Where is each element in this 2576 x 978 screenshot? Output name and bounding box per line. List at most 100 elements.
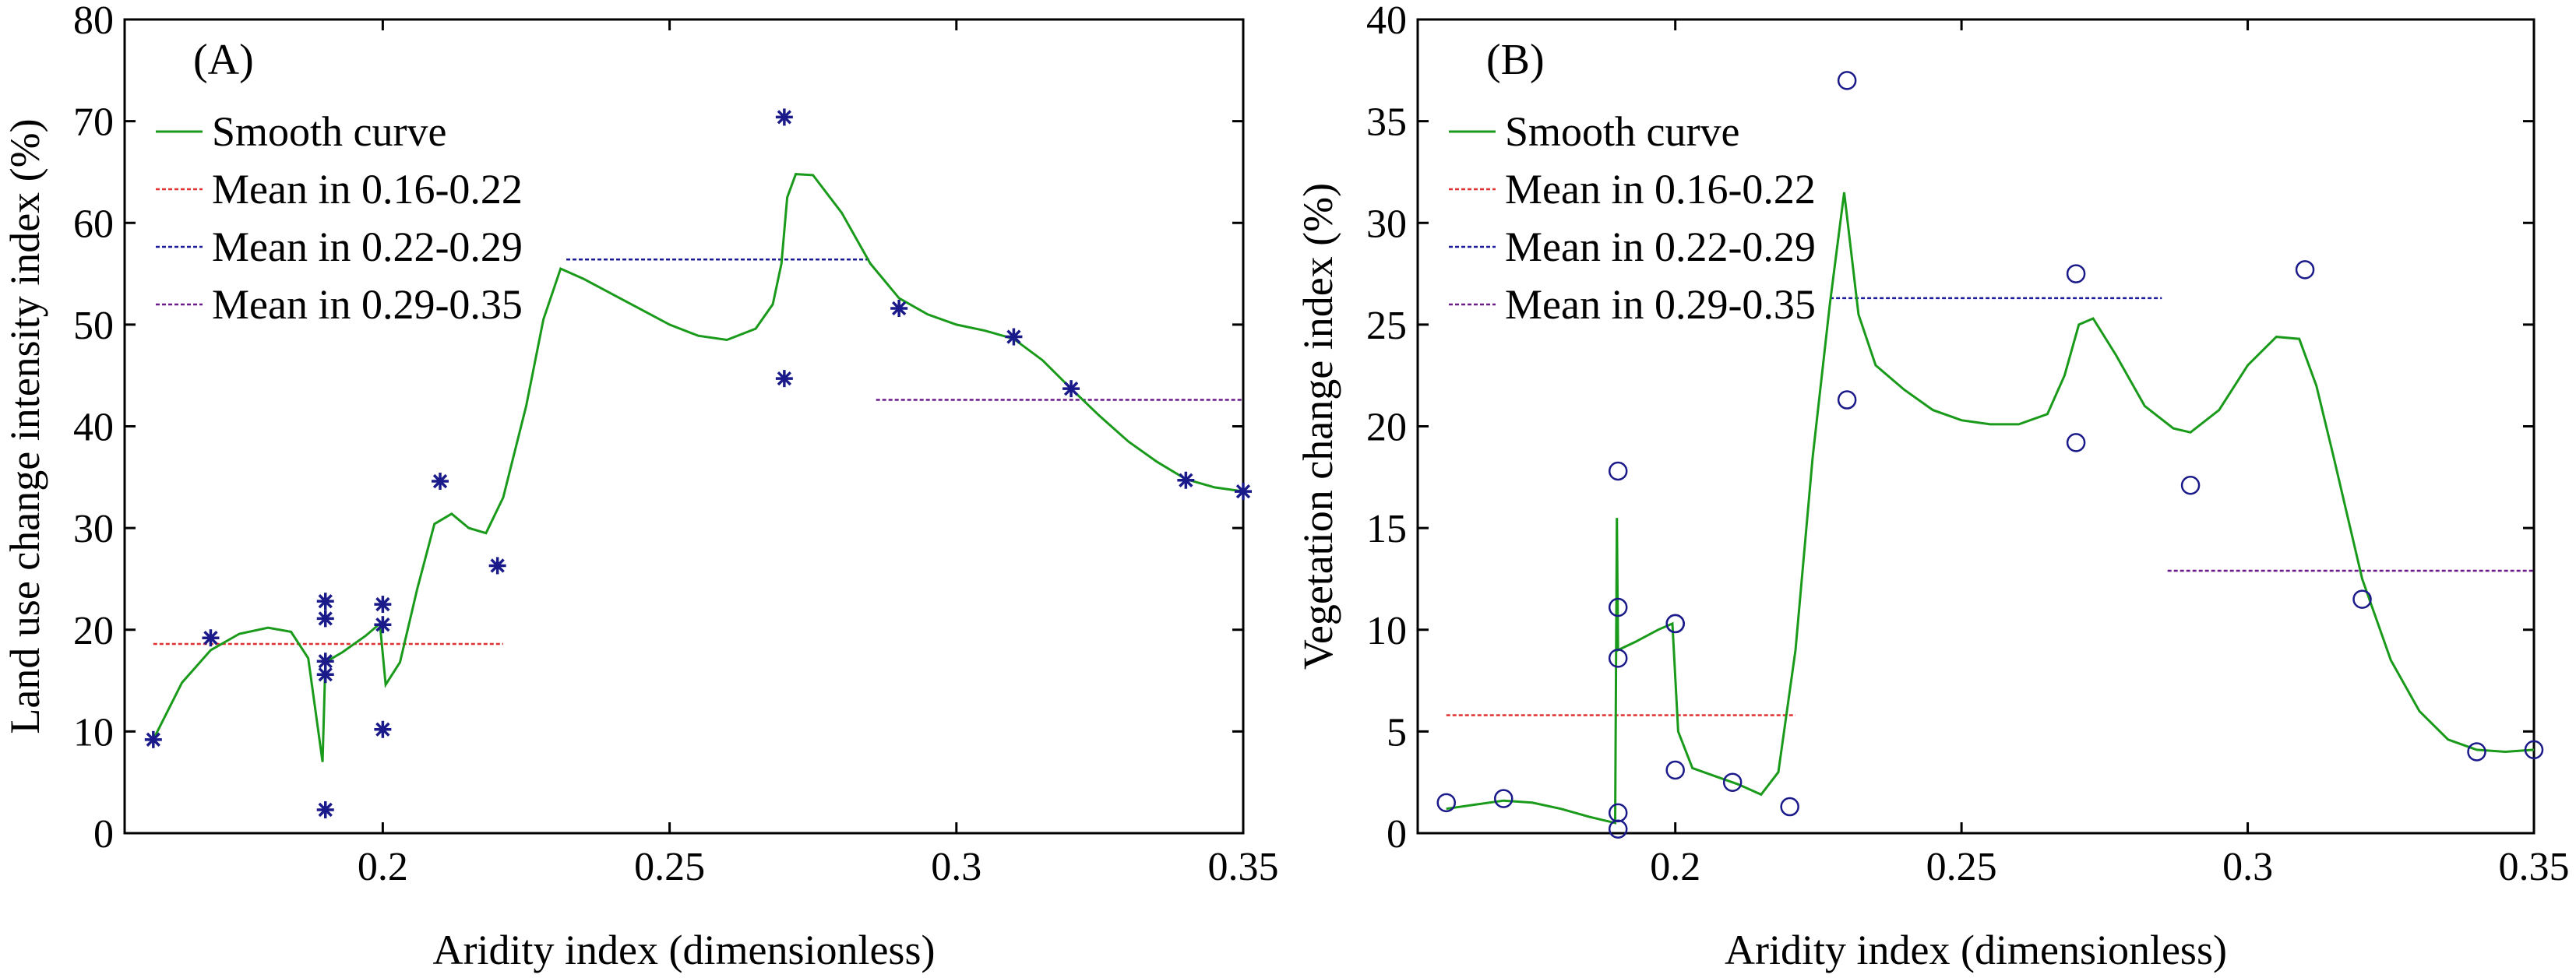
data-point-circle — [1493, 789, 1514, 808]
asterisk-stroke — [375, 617, 390, 632]
y-axis-title: Land use change intensity index (%) — [2, 118, 48, 734]
asterisk-stroke — [375, 722, 390, 737]
data-point-asterisk — [1235, 483, 1252, 501]
data-point-circle — [2524, 740, 2544, 760]
legend-entry: Mean in 0.16-0.22 — [1505, 166, 1816, 213]
panel-label: (B) — [1486, 36, 1545, 84]
y-axis-title: Vegetation change index (%) — [1295, 183, 1341, 670]
data-point-circle — [1780, 797, 1799, 817]
data-point-circle — [1837, 71, 1857, 90]
data-point-circle — [1665, 614, 1685, 634]
data-point-asterisk — [1062, 380, 1080, 398]
x-tick-label: 0.3 — [2222, 845, 2273, 889]
data-point-circle — [1665, 760, 1685, 780]
data-point-asterisk — [202, 629, 220, 647]
data-point-circle — [1608, 461, 1628, 481]
y-tick-label: 0 — [1387, 812, 1407, 857]
legend-entry: Smooth curve — [212, 108, 446, 155]
data-point-circle — [2295, 260, 2315, 280]
legend-entry: Mean in 0.22-0.29 — [1505, 223, 1816, 270]
data-point-asterisk — [374, 616, 392, 634]
data-point-circle — [2066, 264, 2086, 283]
y-tick-label: 50 — [73, 304, 114, 348]
data-point-asterisk — [890, 299, 908, 317]
x-tick-label: 0.35 — [2499, 845, 2570, 889]
data-point-circle — [1608, 819, 1628, 839]
y-tick-label: 60 — [73, 202, 114, 246]
asterisk-stroke — [1006, 329, 1021, 344]
data-point-asterisk — [316, 610, 334, 628]
x-tick-label: 0.3 — [931, 845, 981, 889]
y-tick-label: 40 — [73, 406, 114, 450]
legend-entry: Mean in 0.29-0.35 — [212, 281, 523, 328]
x-tick-label: 0.35 — [1208, 845, 1279, 889]
asterisk-stroke — [318, 611, 333, 626]
x-tick-label: 0.2 — [358, 845, 408, 889]
x-axis-title: Aridity index (dimensionless) — [433, 927, 936, 973]
y-tick-label: 30 — [1366, 202, 1407, 246]
data-point-asterisk — [488, 557, 506, 575]
data-point-asterisk — [316, 593, 334, 610]
legend-entry: Mean in 0.22-0.29 — [212, 223, 523, 270]
asterisk-stroke — [318, 802, 333, 818]
data-point-asterisk — [316, 800, 334, 818]
x-axis-title: Aridity index (dimensionless) — [1725, 927, 2227, 973]
data-point-circle — [2467, 742, 2486, 762]
data-point-asterisk — [316, 666, 334, 684]
x-tick-label: 0.25 — [634, 845, 705, 889]
asterisk-stroke — [777, 371, 792, 386]
data-point-asterisk — [775, 370, 793, 388]
asterisk-stroke — [432, 473, 448, 489]
asterisk-stroke — [1235, 484, 1251, 499]
asterisk-stroke — [318, 594, 333, 609]
y-tick-label: 15 — [1366, 507, 1407, 551]
panel-label: (A) — [193, 36, 254, 84]
legend-entry: Smooth curve — [1505, 108, 1739, 155]
panel-b: 0 5 10 15 20 25 30 35 40 0.2 0.25 0.3 0.35 Aridity in… — [1295, 0, 2570, 973]
asterisk-stroke — [891, 301, 907, 316]
y-tick-label: 35 — [1366, 100, 1407, 145]
asterisk-stroke — [318, 667, 333, 682]
asterisk-stroke — [203, 631, 218, 646]
data-point-asterisk — [144, 730, 162, 748]
data-point-circle — [2180, 476, 2201, 495]
data-point-circle — [1608, 803, 1628, 823]
x-tick-label: 0.25 — [1926, 845, 1997, 889]
asterisk-stroke — [1179, 473, 1193, 487]
y-tick-label: 80 — [73, 0, 114, 43]
y-tick-label: 20 — [1366, 406, 1407, 450]
data-point-asterisk — [374, 596, 392, 614]
asterisk-stroke — [777, 110, 792, 125]
data-point-circle — [1608, 649, 1628, 668]
data-point-asterisk — [1005, 328, 1023, 346]
y-tick-label: 70 — [73, 100, 114, 145]
data-point-circle — [2066, 433, 2086, 452]
data-point-asterisk — [432, 473, 449, 491]
y-tick-label: 20 — [73, 609, 114, 653]
data-point-asterisk — [374, 720, 392, 738]
data-point-circle — [1608, 597, 1628, 617]
y-tick-label: 10 — [73, 710, 114, 755]
asterisk-stroke — [318, 654, 333, 669]
y-tick-label: 25 — [1366, 304, 1407, 348]
data-point-asterisk — [775, 108, 793, 126]
legend-entry: Mean in 0.16-0.22 — [212, 166, 523, 213]
asterisk-stroke — [146, 732, 160, 747]
data-point-circle — [2352, 589, 2372, 609]
panel-a: 0 10 20 30 40 50 60 70 80 0.2 0.25 0.3 0.35 Aridity i… — [2, 0, 1279, 973]
y-tick-label: 30 — [73, 507, 114, 551]
asterisk-stroke — [375, 596, 390, 612]
y-tick-label: 0 — [93, 812, 114, 857]
y-tick-label: 40 — [1366, 0, 1407, 43]
asterisk-stroke — [1063, 382, 1079, 396]
data-point-asterisk — [1177, 471, 1195, 489]
y-tick-label: 5 — [1387, 710, 1407, 755]
data-point-circle — [1722, 772, 1743, 792]
y-tick-label: 10 — [1366, 609, 1407, 653]
data-point-circle — [1436, 793, 1456, 813]
legend-entry: Mean in 0.29-0.35 — [1505, 281, 1816, 328]
smooth-curve-line — [1446, 192, 2535, 825]
data-point-circle — [1837, 390, 1857, 410]
asterisk-stroke — [490, 558, 505, 573]
